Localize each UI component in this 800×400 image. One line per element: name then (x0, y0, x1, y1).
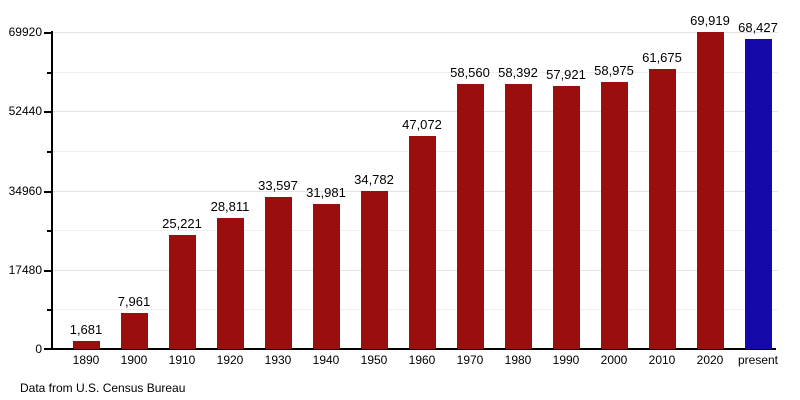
bar-1920 (216, 218, 244, 349)
bar-value-label: 58,975 (594, 63, 634, 78)
x-axis-tick-label: 2020 (696, 353, 724, 367)
x-axis-tick-label: 1950 (360, 353, 388, 367)
y-major-tick (44, 270, 52, 272)
bar-value-label: 68,427 (738, 20, 778, 35)
bar-1930 (264, 197, 292, 349)
bar-value-label: 57,921 (546, 67, 586, 82)
bar-value-label: 34,782 (354, 172, 394, 187)
bar-value-label: 33,597 (258, 178, 298, 193)
bar-1960 (408, 136, 436, 349)
y-major-tick (44, 111, 52, 113)
x-axis-tick-label: 1890 (72, 353, 100, 367)
bar-1950 (360, 191, 388, 349)
bar-value-label: 28,811 (210, 199, 250, 214)
y-minor-tick (47, 151, 52, 153)
bar-present (744, 39, 772, 349)
bar-2010 (648, 69, 676, 349)
bar-value-label: 58,392 (498, 65, 538, 80)
bar-value-label: 25,221 (162, 216, 202, 231)
x-axis-tick-label: 1930 (264, 353, 292, 367)
bar-1980 (504, 84, 532, 349)
bar-1970 (456, 84, 484, 349)
bar-value-label: 69,919 (690, 13, 730, 28)
x-axis-tick-label: 2010 (648, 353, 676, 367)
y-axis-tick-label: 0 (35, 342, 42, 356)
bar-1890 (72, 341, 100, 349)
bar-1990 (552, 86, 580, 349)
bar-1900 (120, 313, 148, 349)
y-major-tick (44, 32, 52, 34)
y-axis-tick-label: 17480 (8, 263, 42, 277)
x-axis-tick-label: 1900 (120, 353, 148, 367)
x-axis-tick-label: 1980 (504, 353, 532, 367)
bar-value-label: 47,072 (402, 117, 442, 132)
data-source-note: Data from U.S. Census Bureau (20, 381, 186, 395)
x-axis-tick-label: 1910 (168, 353, 196, 367)
x-axis-tick-label: 1920 (216, 353, 244, 367)
y-axis-tick-label: 52440 (8, 104, 42, 118)
bar-1910 (168, 235, 196, 349)
bar-value-label: 58,560 (450, 65, 490, 80)
x-axis-tick-label: 1940 (312, 353, 340, 367)
x-axis-tick-label: present (737, 353, 779, 367)
major-gridline (52, 32, 778, 33)
y-major-tick (44, 191, 52, 193)
y-axis-tick-label: 69920 (8, 25, 42, 39)
bar-value-label: 7,961 (117, 294, 151, 309)
y-axis (51, 31, 53, 350)
y-minor-tick (47, 72, 52, 74)
bar-value-label: 61,675 (642, 50, 682, 65)
bar-value-label: 1,681 (69, 322, 103, 337)
bar-1940 (312, 204, 340, 349)
x-axis-tick-label: 1960 (408, 353, 436, 367)
x-axis-tick-label: 1970 (456, 353, 484, 367)
y-minor-tick (47, 309, 52, 311)
bar-2020 (696, 32, 724, 349)
bar-value-label: 31,981 (306, 185, 346, 200)
y-minor-tick (47, 230, 52, 232)
bar-2000 (600, 82, 628, 349)
x-axis-tick-label: 1990 (552, 353, 580, 367)
x-axis (44, 348, 776, 350)
x-axis-tick-label: 2000 (600, 353, 628, 367)
y-axis-tick-label: 34960 (8, 184, 42, 198)
